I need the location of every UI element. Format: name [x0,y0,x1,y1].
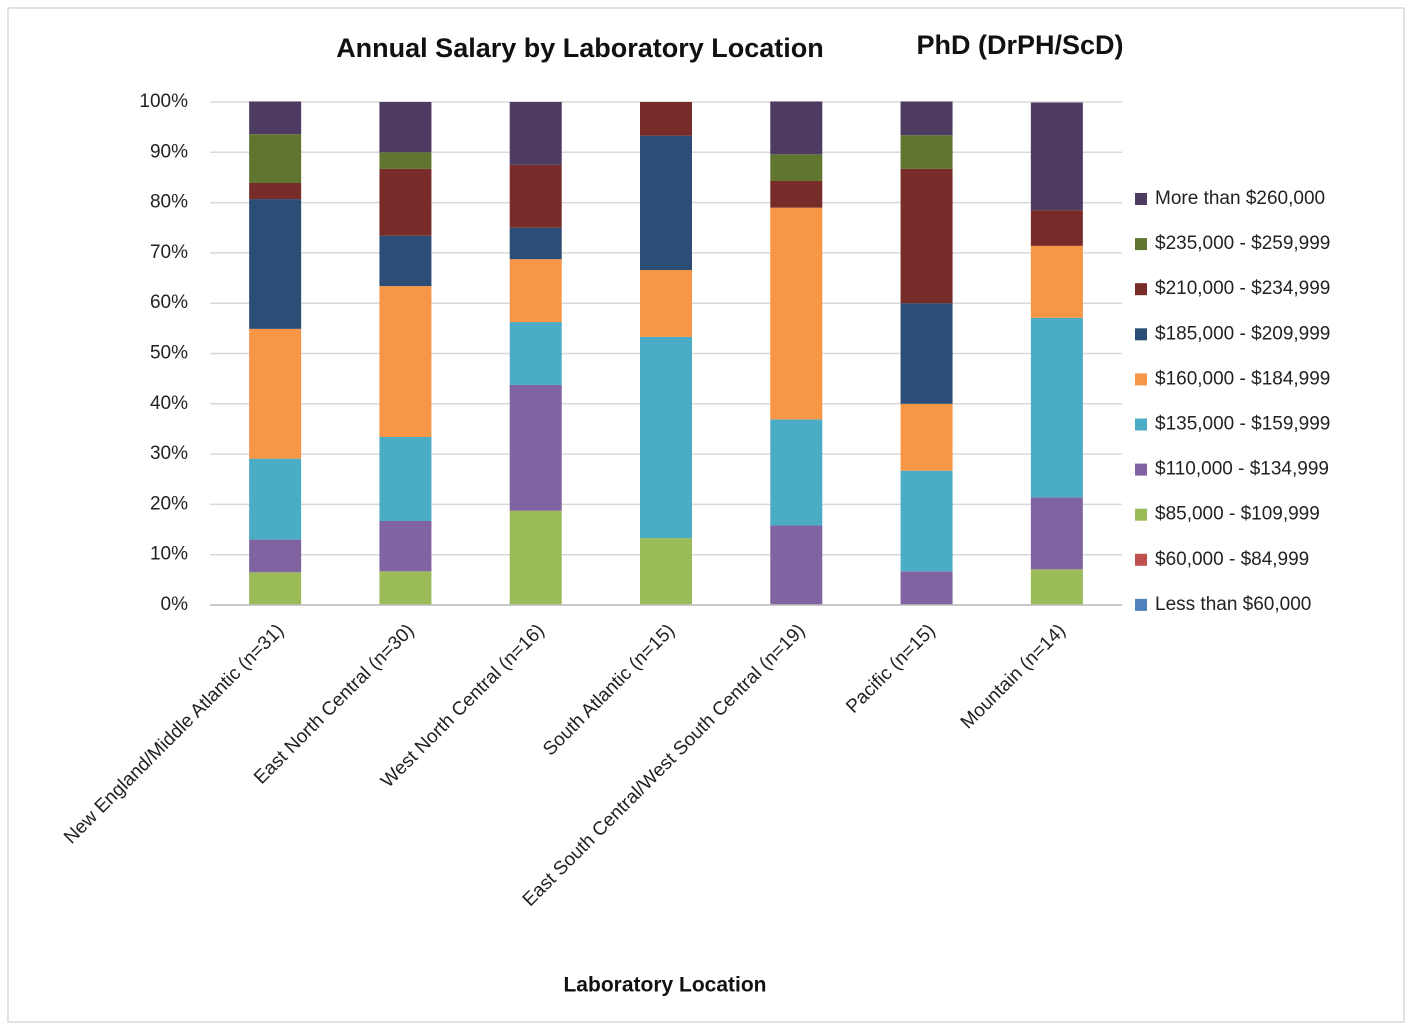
legend-swatch [1135,283,1147,296]
bar-segment [900,403,953,471]
bar-segment [249,458,302,540]
bar-segment [249,572,302,605]
chart-subtitle: PhD (DrPH/ScD) [916,30,1123,60]
bar-segment [900,303,953,404]
bar-segment [640,135,692,271]
legend-label: $235,000 - $259,999 [1155,233,1330,254]
legend-swatch [1135,508,1147,521]
bar-segment [509,259,562,323]
bar-segment [1030,102,1083,211]
bar-segment [379,520,432,572]
bar-segment [640,538,692,605]
bar-segment [640,270,692,337]
bar-segment [900,168,953,304]
bar-segment [379,152,432,169]
legend-label: $110,000 - $134,999 [1155,459,1329,480]
bar-segment [1030,569,1083,605]
legend-label: $185,000 - $209,999 [1155,323,1330,344]
bar-segment [509,227,562,260]
y-tick-label: 40% [150,393,188,414]
y-tick-label: 10% [150,544,188,565]
bar-segment [770,525,823,605]
bar-segment [379,286,432,437]
chart-frame [7,7,1405,1023]
bar-segment [249,101,302,135]
y-tick-label: 90% [150,141,188,162]
legend-label: $85,000 - $109,999 [1155,504,1320,525]
bar-segment [379,235,432,287]
bar-segment [900,101,953,136]
y-tick-label: 0% [161,594,189,615]
legend-label: $60,000 - $84,999 [1155,549,1309,570]
bar-segment [249,199,302,329]
bar-segment [900,135,953,169]
bar-segment [1030,210,1083,246]
bar-segment [900,470,953,572]
bar-segment [379,168,432,236]
y-tick-label: 30% [150,443,188,464]
y-tick-label: 60% [150,292,188,313]
y-tick-label: 20% [150,493,188,514]
legend-swatch [1135,553,1147,566]
bar-segment [249,182,302,200]
legend-label: $135,000 - $159,999 [1155,414,1330,435]
bar-segment [509,102,562,165]
bar-segment [1030,245,1083,318]
legend-swatch [1135,238,1147,251]
legend-swatch [1135,418,1147,431]
legend-label: Less than $60,000 [1155,594,1311,615]
legend-swatch [1135,328,1147,341]
bar-segment [1030,497,1083,570]
bar-segment [770,101,823,155]
bar-segment [640,336,692,539]
y-tick-label: 100% [139,91,188,112]
bar-segment [770,207,823,420]
bar-segment [770,419,823,526]
chart-title: Annual Salary by Laboratory Location [336,33,824,63]
bar-segment [770,154,823,181]
bar-segment [249,539,302,573]
bar-segment [1030,317,1083,498]
bar-segment [900,571,953,605]
bar-segment [770,180,823,208]
bar-segment [509,384,562,511]
bar-segment [509,322,562,385]
bar-segment [509,510,562,605]
bar-segment [379,436,432,521]
y-tick-label: 80% [150,192,188,213]
bar-segment [640,102,692,136]
bar-segment [379,571,432,605]
bar-segment [249,134,302,183]
legend-swatch [1135,193,1147,205]
legend-swatch [1135,463,1147,476]
x-axis-title: Laboratory Location [563,974,766,997]
bar-segment [509,164,562,228]
y-tick-label: 50% [150,343,188,364]
legend-label: $210,000 - $234,999 [1155,278,1330,299]
legend-label: $160,000 - $184,999 [1155,368,1330,389]
bar-segment [379,102,432,153]
bar-segment [249,328,302,459]
legend-swatch [1135,373,1147,386]
y-tick-label: 70% [150,242,188,263]
legend-swatch [1135,598,1147,611]
legend-label: More than $260,000 [1155,188,1325,209]
